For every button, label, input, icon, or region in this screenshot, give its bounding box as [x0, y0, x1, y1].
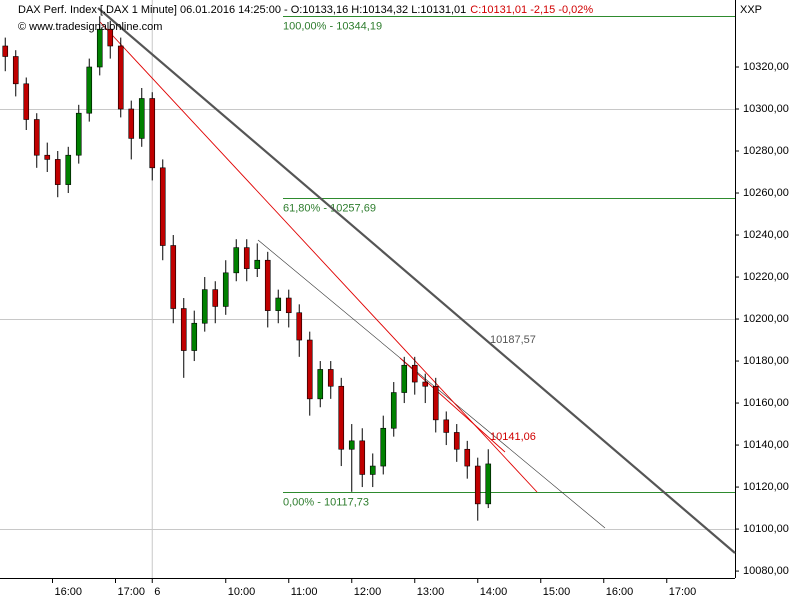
- x-tick-label: 17:00: [669, 586, 697, 598]
- x-tick-label: 6: [154, 586, 160, 598]
- y-tick-label: 10180,00: [743, 355, 789, 367]
- x-tick-label: 13:00: [417, 586, 445, 598]
- x-tick-label: 16:00: [606, 586, 634, 598]
- axes: 10080,00 10100,00 10120,00 10140,00 10160,00…: [52, 61, 789, 598]
- candle-body: [338, 385, 345, 450]
- candle-body: [107, 28, 114, 47]
- candle-body: [369, 465, 376, 475]
- y-tick-label: 10320,00: [743, 61, 789, 73]
- candle-body: [443, 419, 450, 433]
- y-tick-label: 10200,00: [743, 313, 789, 325]
- x-tick-label: 12:00: [354, 586, 382, 598]
- candle-body: [243, 247, 250, 269]
- symbol: XXP: [740, 4, 762, 16]
- fib-label: 100,00% - 10344,19: [283, 20, 382, 32]
- candle-body: [75, 112, 82, 156]
- y-tick-label: 10280,00: [743, 145, 789, 157]
- candle-body: [86, 66, 93, 114]
- candle-body: [159, 167, 166, 246]
- candle-body: [222, 272, 229, 307]
- candle-body: [411, 364, 418, 383]
- header-change: C:10131,01 -2,15 -0,02%: [470, 4, 593, 16]
- candle-body: [12, 56, 19, 85]
- x-tick-label: 10:00: [228, 586, 256, 598]
- x-tick-label: 11:00: [291, 586, 318, 598]
- candle-body: [201, 289, 208, 324]
- candles: [2, 16, 492, 521]
- candle-body: [380, 427, 387, 467]
- y-tick-label: 10160,00: [743, 397, 789, 409]
- candle-body: [212, 289, 219, 307]
- candle-body: [327, 369, 334, 387]
- candle-body: [348, 440, 355, 450]
- candle-body: [464, 448, 471, 467]
- candle-body: [306, 339, 313, 400]
- y-tick-label: 10220,00: [743, 271, 789, 283]
- y-tick-label: 10080,00: [743, 565, 789, 577]
- candle-body: [54, 159, 61, 185]
- candle-body: [33, 119, 40, 156]
- candle-body: [285, 297, 292, 314]
- candle-body: [138, 98, 145, 139]
- y-tick-label: 10260,00: [743, 187, 789, 199]
- candle-body: [65, 154, 72, 185]
- candle-body: [359, 440, 366, 475]
- candle-body: [170, 245, 177, 309]
- candle-body: [23, 83, 30, 120]
- y-tick-label: 10300,00: [743, 103, 789, 115]
- candle-body: [275, 297, 282, 311]
- x-tick-label: 16:00: [55, 586, 83, 598]
- candle-body: [432, 385, 439, 421]
- trend-line: [257, 239, 606, 529]
- fib-label: 0,00% - 10117,73: [283, 496, 369, 508]
- candle-body: [317, 369, 324, 400]
- candle-body: [485, 463, 492, 505]
- candle-body: [264, 259, 271, 311]
- y-tick-label: 10140,00: [743, 439, 789, 451]
- y-tick-label: 10240,00: [743, 229, 789, 241]
- grid: [0, 0, 735, 578]
- candle-body: [191, 322, 198, 351]
- candle-body: [254, 259, 261, 269]
- x-tick-label: 14:00: [480, 586, 508, 598]
- annotation: 10187,57: [490, 334, 536, 346]
- candle-body: [149, 98, 156, 169]
- candle-body: [44, 154, 51, 160]
- candle-body: [128, 108, 135, 139]
- candle-body: [474, 465, 481, 505]
- fib-label: 61,80% - 10257,69: [283, 202, 376, 214]
- header-info: DAX Perf. Index [.DAX 1 Minute] 06.01.20…: [18, 4, 466, 16]
- y-tick-label: 10120,00: [743, 481, 789, 493]
- trend-line: [99, 21, 538, 493]
- x-tick-label: 17:00: [118, 586, 146, 598]
- candle-body: [233, 247, 240, 274]
- trend-line: [97, 7, 736, 554]
- candle-body: [401, 364, 408, 393]
- annotation: 10141,06: [490, 431, 536, 443]
- copyright: © www.tradesignalonline.com: [18, 21, 162, 33]
- y-tick-label: 10100,00: [743, 523, 789, 535]
- candle-body: [390, 392, 397, 429]
- candle-body: [422, 381, 429, 387]
- x-tick-label: 15:00: [543, 586, 571, 598]
- candle-body: [453, 432, 460, 450]
- candle-body: [117, 45, 124, 110]
- candle-body: [296, 312, 303, 341]
- candle-body: [180, 308, 187, 351]
- candle-body: [2, 45, 9, 57]
- fibonacci: 100,00% - 10344,19 61,80% - 10257,69 0,00%…: [283, 16, 735, 508]
- candle-body: [96, 28, 103, 68]
